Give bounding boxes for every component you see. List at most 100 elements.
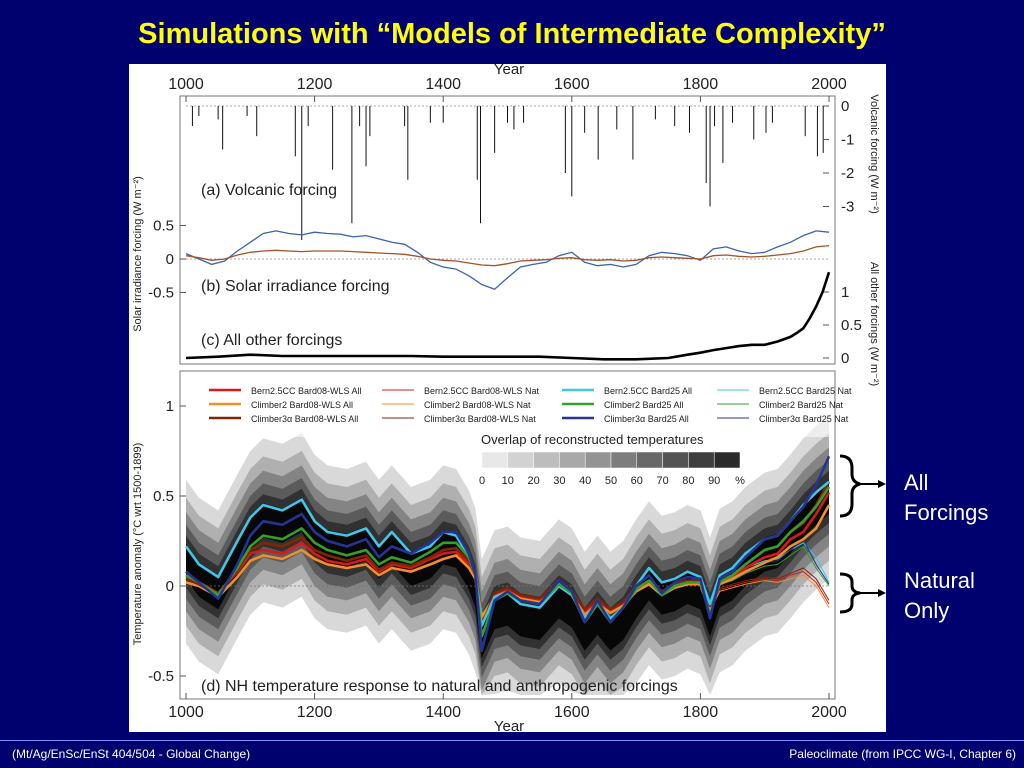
other-forcings-line	[185, 271, 831, 361]
top-x-tick-label: 1600	[554, 76, 590, 93]
overlap-colorbar-title: Overlap of reconstructed temperatures	[481, 432, 704, 447]
panel-a-title: (a) Volcanic forcing	[201, 182, 337, 199]
slide-title: Simulations with “Models of Intermediate…	[138, 18, 886, 50]
legend-item: Bern2.5CC Bard25 Nat	[717, 386, 852, 396]
bottom-x-tick-label: 1400	[425, 704, 461, 721]
legend-item-label: Bern2.5CC Bard25 Nat	[759, 386, 852, 396]
upper-frame	[179, 95, 836, 365]
overlap-colorbar-label: 70	[656, 475, 668, 487]
temperature-y-tick-label: -0.5	[148, 668, 174, 685]
model-series-line-7	[184, 480, 830, 627]
top-x-tick-label: 1200	[297, 76, 333, 93]
overlap-colorbar-label: 60	[631, 475, 643, 487]
legend-item-label: Climber2 Bard08-WLS Nat	[424, 400, 531, 410]
overlap-colorbar-label: %	[735, 475, 745, 487]
lower-frame	[179, 370, 836, 700]
model-series-line-2	[185, 504, 831, 618]
overlap-colorbar-cell	[662, 451, 689, 469]
solar-series-line-2	[185, 244, 830, 267]
overlap-colorbar-label: 80	[682, 475, 694, 487]
reconstruction-overlap-band	[186, 470, 829, 667]
model-legend: Bern2.5CC Bard08-WLS All Climber2 Bard08-…	[186, 377, 852, 437]
natural-only-label-line1: Natural	[904, 568, 975, 593]
legend-item-label: Climber2 Bard08-WLS All	[251, 400, 353, 410]
legend-item: Climber3α Bard08-WLS All	[209, 414, 358, 424]
reconstruction-overlap-band	[186, 460, 829, 678]
legend-item-label: Climber2 Bard25 All	[604, 400, 684, 410]
temperature-y-tick-label: 0.5	[153, 488, 174, 505]
overlap-colorbar-cell	[688, 451, 715, 469]
model-series-line-5	[699, 574, 830, 612]
footer-source: Paleoclimate (from IPCC WG-I, Chapter 6)	[789, 747, 1016, 761]
temperature-axis-title: Temperature anomaly (°C wrt 1500-1899)	[132, 443, 144, 646]
legend-item-label: Climber3α Bard08-WLS All	[251, 414, 358, 424]
overlap-colorbar-label: 20	[527, 475, 539, 487]
legend-item: Climber2 Bard08-WLS All	[209, 400, 353, 410]
panel-b-title: (b) Solar irradiance forcing	[201, 278, 390, 295]
overlap-colorbar-label: 30	[553, 475, 565, 487]
all-forcings-label-line1: All	[904, 470, 929, 495]
overlap-colorbar-cell	[636, 451, 663, 469]
solar-y-tick-label: 0.5	[153, 218, 174, 235]
overlap-colorbar-cell	[584, 451, 612, 469]
other-y-tick-label: 1	[841, 284, 849, 301]
temperature-y-tick-label: 1	[166, 398, 174, 415]
temperature-y-tick-label: 0	[166, 578, 174, 595]
legend-item-label: Bern2.5CC Bard25 All	[604, 386, 692, 396]
legend-item-label: Bern2.5CC Bard08-WLS All	[251, 386, 362, 396]
panel-c-title: (c) All other forcings	[201, 332, 342, 349]
other-y-tick-label: 0	[841, 350, 849, 367]
top-x-tick-label: 1400	[425, 76, 461, 93]
bottom-x-axis-title: Year	[494, 718, 524, 732]
top-x-tick-label: 2000	[811, 76, 847, 93]
all-forcings-bracket	[839, 454, 886, 518]
volcanic-y-tick-label: -3	[841, 199, 854, 216]
overlap-colorbar-cell	[713, 451, 741, 469]
solar-axis-title: Solar irradiance forcing (W m⁻²)	[132, 176, 144, 332]
legend-item-label: Climber2 Bard25 Nat	[759, 400, 844, 410]
legend-item-label: Bern2.5CC Bard08-WLS Nat	[424, 386, 540, 396]
volcanic-y-tick-label: 0	[841, 98, 849, 115]
bottom-x-tick-label: 1000	[168, 704, 204, 721]
overlap-colorbar-cell	[507, 451, 534, 469]
top-x-tick-label: 1000	[168, 76, 204, 93]
solar-y-tick-label: 0	[166, 251, 174, 268]
legend-item: Climber3α Bard25 Nat	[717, 414, 849, 424]
all-forcings-label-line2: Forcings	[904, 500, 989, 525]
legend-item: Climber3α Bard08-WLS Nat	[382, 414, 536, 424]
natural-only-label-line2: Only	[904, 598, 950, 623]
bottom-x-tick-label: 1600	[554, 704, 590, 721]
overlap-colorbar-cell	[559, 451, 586, 469]
volcanic-y-tick-label: -2	[841, 165, 854, 182]
legend-item: Climber3α Bard25 All	[562, 414, 689, 424]
footer-divider	[0, 740, 1024, 741]
bottom-x-tick-label: 1200	[297, 704, 333, 721]
legend-backdrop	[186, 377, 829, 437]
bracket-annotations	[839, 454, 886, 614]
legend-item: Climber2 Bard08-WLS Nat	[382, 400, 531, 410]
all-forcings-label: All Forcings	[904, 468, 988, 528]
legend-item-label: Climber3α Bard25 All	[604, 414, 689, 424]
natural-only-bracket	[839, 572, 886, 614]
overlap-colorbar-cell	[533, 451, 560, 469]
top-x-tick-label: 1800	[683, 76, 719, 93]
overlap-colorbar-label: 0	[479, 475, 485, 487]
overlap-colorbar-label: 50	[605, 475, 617, 487]
volcanic-axis-title: Volcanic forcing (W m⁻²)	[868, 94, 880, 214]
overlap-colorbar-cell	[610, 451, 638, 469]
overlap-colorbar: Overlap of reconstructed temperatures 0 10…	[479, 432, 745, 487]
overlap-colorbar-label: 40	[579, 475, 591, 487]
overlap-colorbar-label: 90	[708, 475, 720, 487]
other-axis-title: All other forcings (W m⁻²)	[868, 262, 880, 386]
natural-only-label: Natural Only	[904, 566, 975, 626]
overlap-colorbar-cell	[481, 451, 509, 469]
ipcc-figure: 1000 1200 1400 1600 1800 2000 Year 0 -1 -2 -3 (a) V…	[129, 64, 886, 732]
volcanic-y-tick-label: -1	[841, 132, 854, 149]
legend-item-label: Climber3α Bard25 Nat	[759, 414, 849, 424]
top-x-axis-title: Year	[494, 64, 524, 78]
legend-item: Bern2.5CC Bard08-WLS All	[209, 386, 362, 396]
solar-y-tick-label: -0.5	[148, 285, 174, 302]
legend-item: Bern2.5CC Bard08-WLS Nat	[382, 386, 540, 396]
other-y-tick-label: 0.5	[841, 317, 862, 334]
solar-series-line-1	[185, 230, 830, 290]
